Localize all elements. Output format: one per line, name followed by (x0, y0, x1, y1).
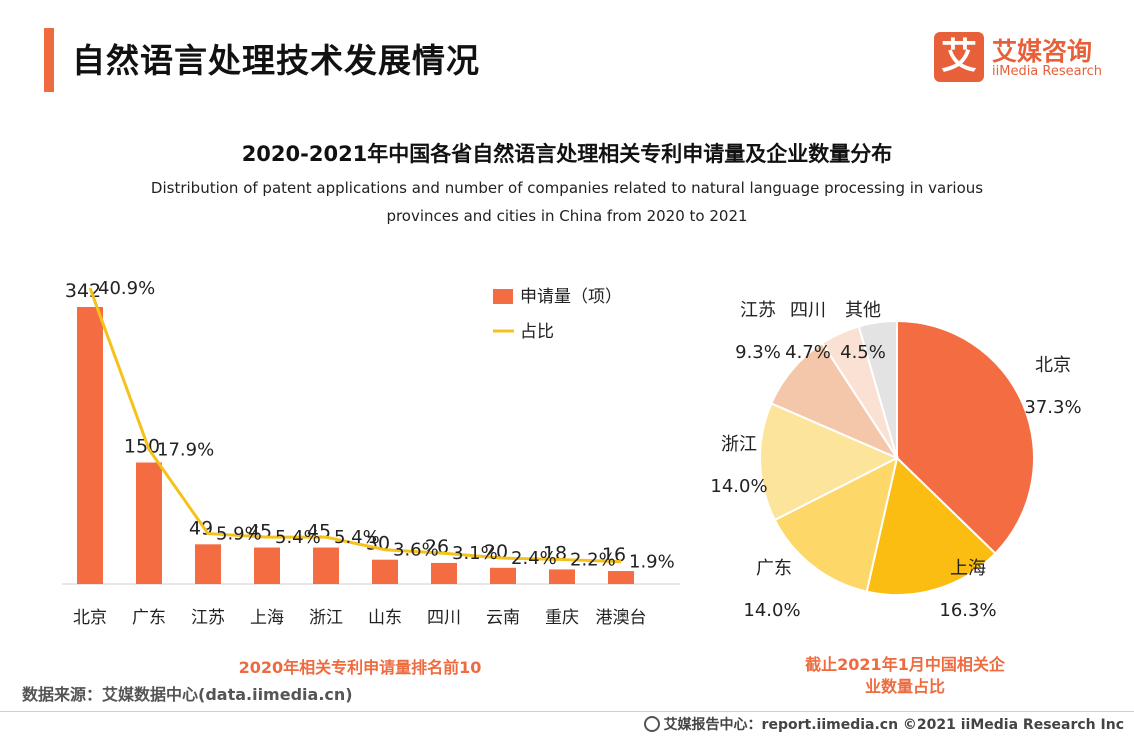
share-label: 5.9% (216, 524, 262, 545)
bar-港澳台 (608, 571, 634, 584)
pie-label-value: 9.3% (735, 342, 781, 363)
x-tick-label: 四川 (427, 608, 461, 628)
share-label: 2.4% (511, 548, 557, 569)
logo-en-text: iiMedia Research (992, 64, 1103, 79)
footer-text: 艾媒报告中心：report.iimedia.cn ©2021 iiMedia R… (663, 717, 1124, 733)
bar-广东 (136, 462, 162, 584)
x-tick-label: 广东 (132, 608, 166, 628)
bar-浙江 (313, 547, 339, 584)
chart-subtitle: Distribution of patent applications and … (150, 179, 984, 225)
globe-icon (643, 716, 660, 732)
brand-logo: 艾 艾媒咨询 iiMedia Research (934, 30, 1114, 86)
pie-label-value: 37.3% (1024, 397, 1081, 418)
pie-label-name: 北京 (1035, 355, 1071, 376)
x-tick-label: 重庆 (545, 608, 579, 628)
share-label: 2.2% (570, 550, 616, 571)
legend-bar-label: 申请量（项） (520, 287, 622, 307)
pie-label-name: 广东 (756, 558, 792, 579)
x-tick-label: 山东 (368, 608, 402, 628)
bar-北京 (77, 307, 103, 584)
pie-label-value: 14.0% (743, 600, 800, 621)
x-tick-label: 江苏 (191, 608, 225, 628)
share-label: 3.6% (393, 540, 439, 561)
data-source: 数据来源：艾媒数据中心(data.iimedia.cn) (22, 685, 353, 704)
bar-江苏 (195, 544, 221, 584)
legend-line-label: 占比 (520, 322, 554, 342)
footer-divider (0, 711, 1134, 712)
bar-value-label: 150 (124, 436, 160, 458)
pie-slice-北京 (896, 319, 1035, 555)
share-label: 40.9% (98, 278, 155, 299)
x-tick-label: 港澳台 (596, 608, 647, 628)
share-label: 1.9% (629, 552, 675, 573)
share-label: 5.4% (275, 527, 321, 548)
bar-value-label: 342 (65, 280, 101, 302)
bar-chart-caption: 2020年相关专利申请量排名前10 (238, 658, 482, 677)
share-label: 17.9% (157, 439, 214, 460)
pie-chart-caption: 截止2021年1月中国相关企 业数量占比 (780, 654, 1030, 698)
pie-label-name: 浙江 (721, 434, 757, 455)
x-tick-label: 上海 (250, 608, 284, 628)
pie-caption-line-2: 业数量占比 (864, 677, 945, 696)
logo-cn-text: 艾媒咨询 (992, 37, 1093, 66)
bar-四川 (431, 562, 457, 584)
pie-chart: 北京 37.3% 上海 16.3% 广东 14.0% 浙江 14.0% 江苏 9.3% 四川 4.7%… (710, 300, 1081, 621)
bar-value-label: 49 (189, 517, 213, 539)
pie-label-value: 14.0% (710, 476, 767, 497)
share-line (88, 287, 622, 564)
pie-label-name: 其他 (845, 300, 881, 321)
pie-slice-广东 (773, 456, 899, 593)
title-accent-bar (44, 28, 54, 92)
pie-label-name: 江苏 (740, 300, 776, 321)
page-title: 自然语言处理技术发展情况 (72, 41, 480, 80)
share-label: 5.4% (334, 527, 380, 548)
share-label: 3.1% (452, 543, 498, 564)
x-tick-label: 北京 (73, 608, 107, 628)
pie-slice-江苏 (770, 341, 900, 461)
logo-mark-icon: 艾 (934, 32, 984, 82)
x-tick-label: 浙江 (309, 608, 343, 628)
legend-bar-swatch (493, 289, 513, 304)
bar-line-chart: 342北京150广东49江苏45上海45浙江30山东26四川20云南18重庆16… (62, 278, 680, 628)
pie-label-name: 四川 (790, 300, 826, 321)
pie-label-value: 4.5% (840, 342, 886, 363)
bar-山东 (372, 559, 398, 584)
footer: 艾媒报告中心：report.iimedia.cn ©2021 iiMedia R… (643, 714, 1124, 734)
x-tick-label: 云南 (486, 608, 520, 628)
bar-云南 (490, 567, 516, 584)
bar-上海 (254, 547, 280, 584)
bar-重庆 (549, 569, 575, 584)
pie-slice-其他 (857, 319, 898, 459)
pie-caption-line-1: 截止2021年1月中国相关企 (805, 655, 1005, 674)
pie-slice-上海 (865, 456, 997, 596)
pie-label-name: 上海 (950, 558, 986, 579)
chart-title: 2020-2021年中国各省自然语言处理相关专利申请量及企业数量分布 (241, 142, 893, 166)
pie-label-value: 16.3% (939, 600, 996, 621)
pie-label-value: 4.7% (785, 342, 831, 363)
pie-slice-浙江 (759, 402, 900, 522)
